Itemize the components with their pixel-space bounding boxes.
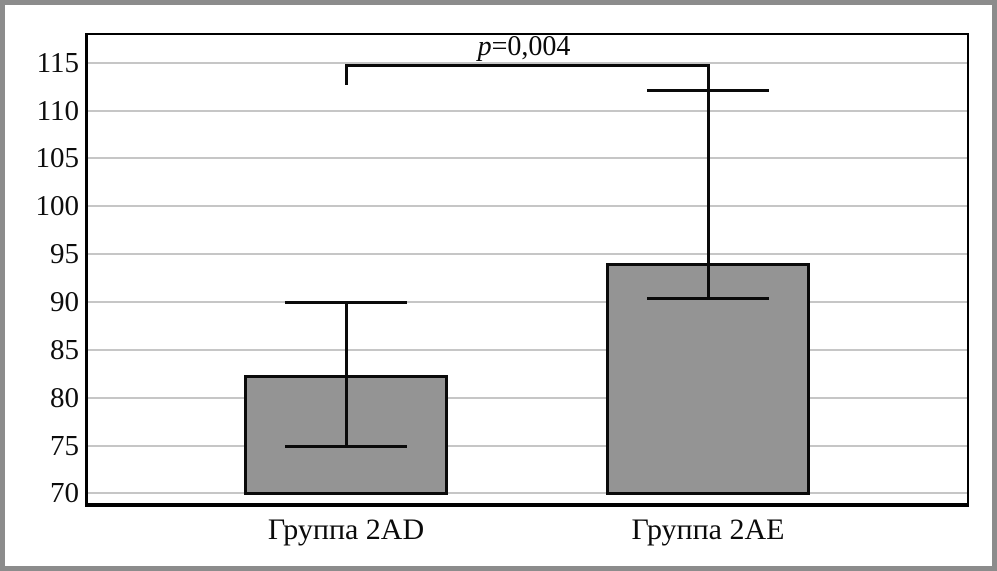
error-bar-cap-bottom bbox=[285, 445, 407, 449]
gridline bbox=[88, 253, 967, 256]
y-axis-tick-label: 100 bbox=[35, 190, 80, 223]
y-axis-tick-label: 85 bbox=[50, 333, 79, 366]
y-axis-tick-label: 75 bbox=[50, 429, 79, 462]
p-value-annotation: p=0,004 bbox=[424, 33, 624, 61]
y-axis-tick-label: 110 bbox=[36, 94, 79, 127]
y-axis-tick-label: 95 bbox=[50, 238, 79, 271]
error-bar-whisker bbox=[706, 90, 710, 299]
significance-bracket-left-tick bbox=[344, 63, 348, 85]
gridline bbox=[88, 348, 967, 351]
gridline bbox=[88, 157, 967, 160]
gridline bbox=[88, 492, 967, 495]
y-axis-tick-label: 115 bbox=[36, 46, 79, 79]
y-axis-tick-label: 90 bbox=[50, 286, 79, 319]
error-bar-whisker bbox=[344, 302, 348, 447]
y-axis-tick-label: 70 bbox=[50, 477, 79, 510]
x-axis-category-label: Группа 2АЕ bbox=[631, 513, 785, 546]
error-bar-cap-bottom bbox=[647, 296, 769, 300]
plot-area bbox=[85, 33, 969, 507]
x-axis-category-label: Группа 2AD bbox=[267, 513, 425, 546]
gridline bbox=[88, 301, 967, 304]
p-value-text: =0,004 bbox=[491, 31, 571, 62]
y-axis-tick-label: 80 bbox=[50, 381, 79, 414]
significance-bracket-right-tick bbox=[706, 63, 710, 93]
error-bar-cap-top bbox=[285, 300, 407, 304]
gridline bbox=[88, 396, 967, 399]
p-symbol: p bbox=[477, 31, 492, 62]
bar bbox=[606, 263, 810, 495]
gridline bbox=[88, 444, 967, 447]
gridline bbox=[88, 61, 967, 64]
y-axis-tick-label: 105 bbox=[35, 142, 80, 175]
gridline bbox=[88, 109, 967, 112]
gridline bbox=[88, 205, 967, 208]
significance-bracket-line bbox=[346, 63, 708, 67]
